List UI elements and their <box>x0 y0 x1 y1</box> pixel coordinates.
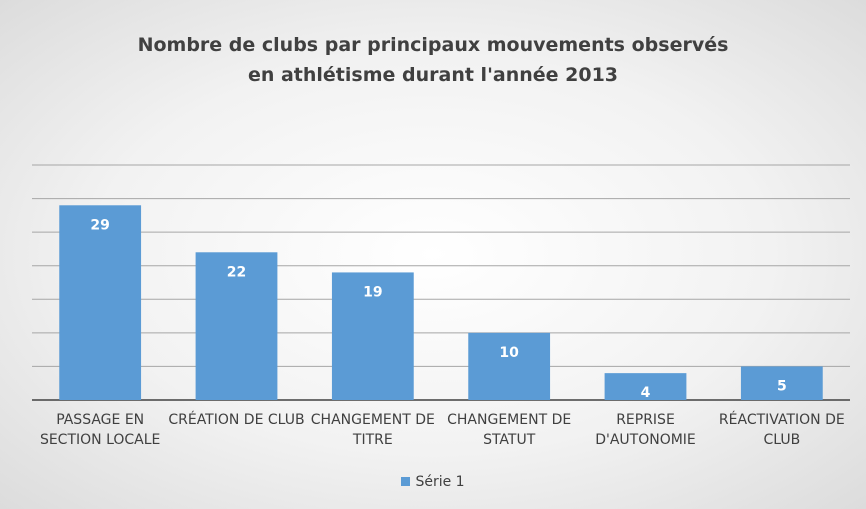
x-tick-label: PASSAGE EN SECTION LOCALE <box>39 412 161 448</box>
legend: Série 1 <box>0 474 866 490</box>
x-tick-label: CHANGEMENT DE TITRE <box>310 412 435 448</box>
bar <box>468 332 551 400</box>
bar <box>59 205 142 400</box>
bar <box>195 252 278 400</box>
x-tick-label: REPRISE D'AUTONOMIE <box>595 412 696 448</box>
x-tick-label: CHANGEMENT DE STATUT <box>447 412 572 448</box>
bar <box>604 373 687 400</box>
bar <box>331 272 414 400</box>
legend-label: Série 1 <box>415 474 465 490</box>
value-label: 19 <box>363 284 382 300</box>
legend-swatch <box>401 477 411 486</box>
value-label: 5 <box>777 378 787 394</box>
chart-title: Nombre de clubs par principaux mouvement… <box>137 34 729 86</box>
x-tick-label: CRÉATION DE CLUB <box>168 412 305 428</box>
value-label: 4 <box>641 385 651 401</box>
bar <box>740 366 823 400</box>
value-label: 10 <box>499 345 519 361</box>
value-label: 22 <box>227 264 246 280</box>
value-label: 29 <box>90 217 109 233</box>
x-tick-label: RÉACTIVATION DE CLUB <box>718 412 845 448</box>
